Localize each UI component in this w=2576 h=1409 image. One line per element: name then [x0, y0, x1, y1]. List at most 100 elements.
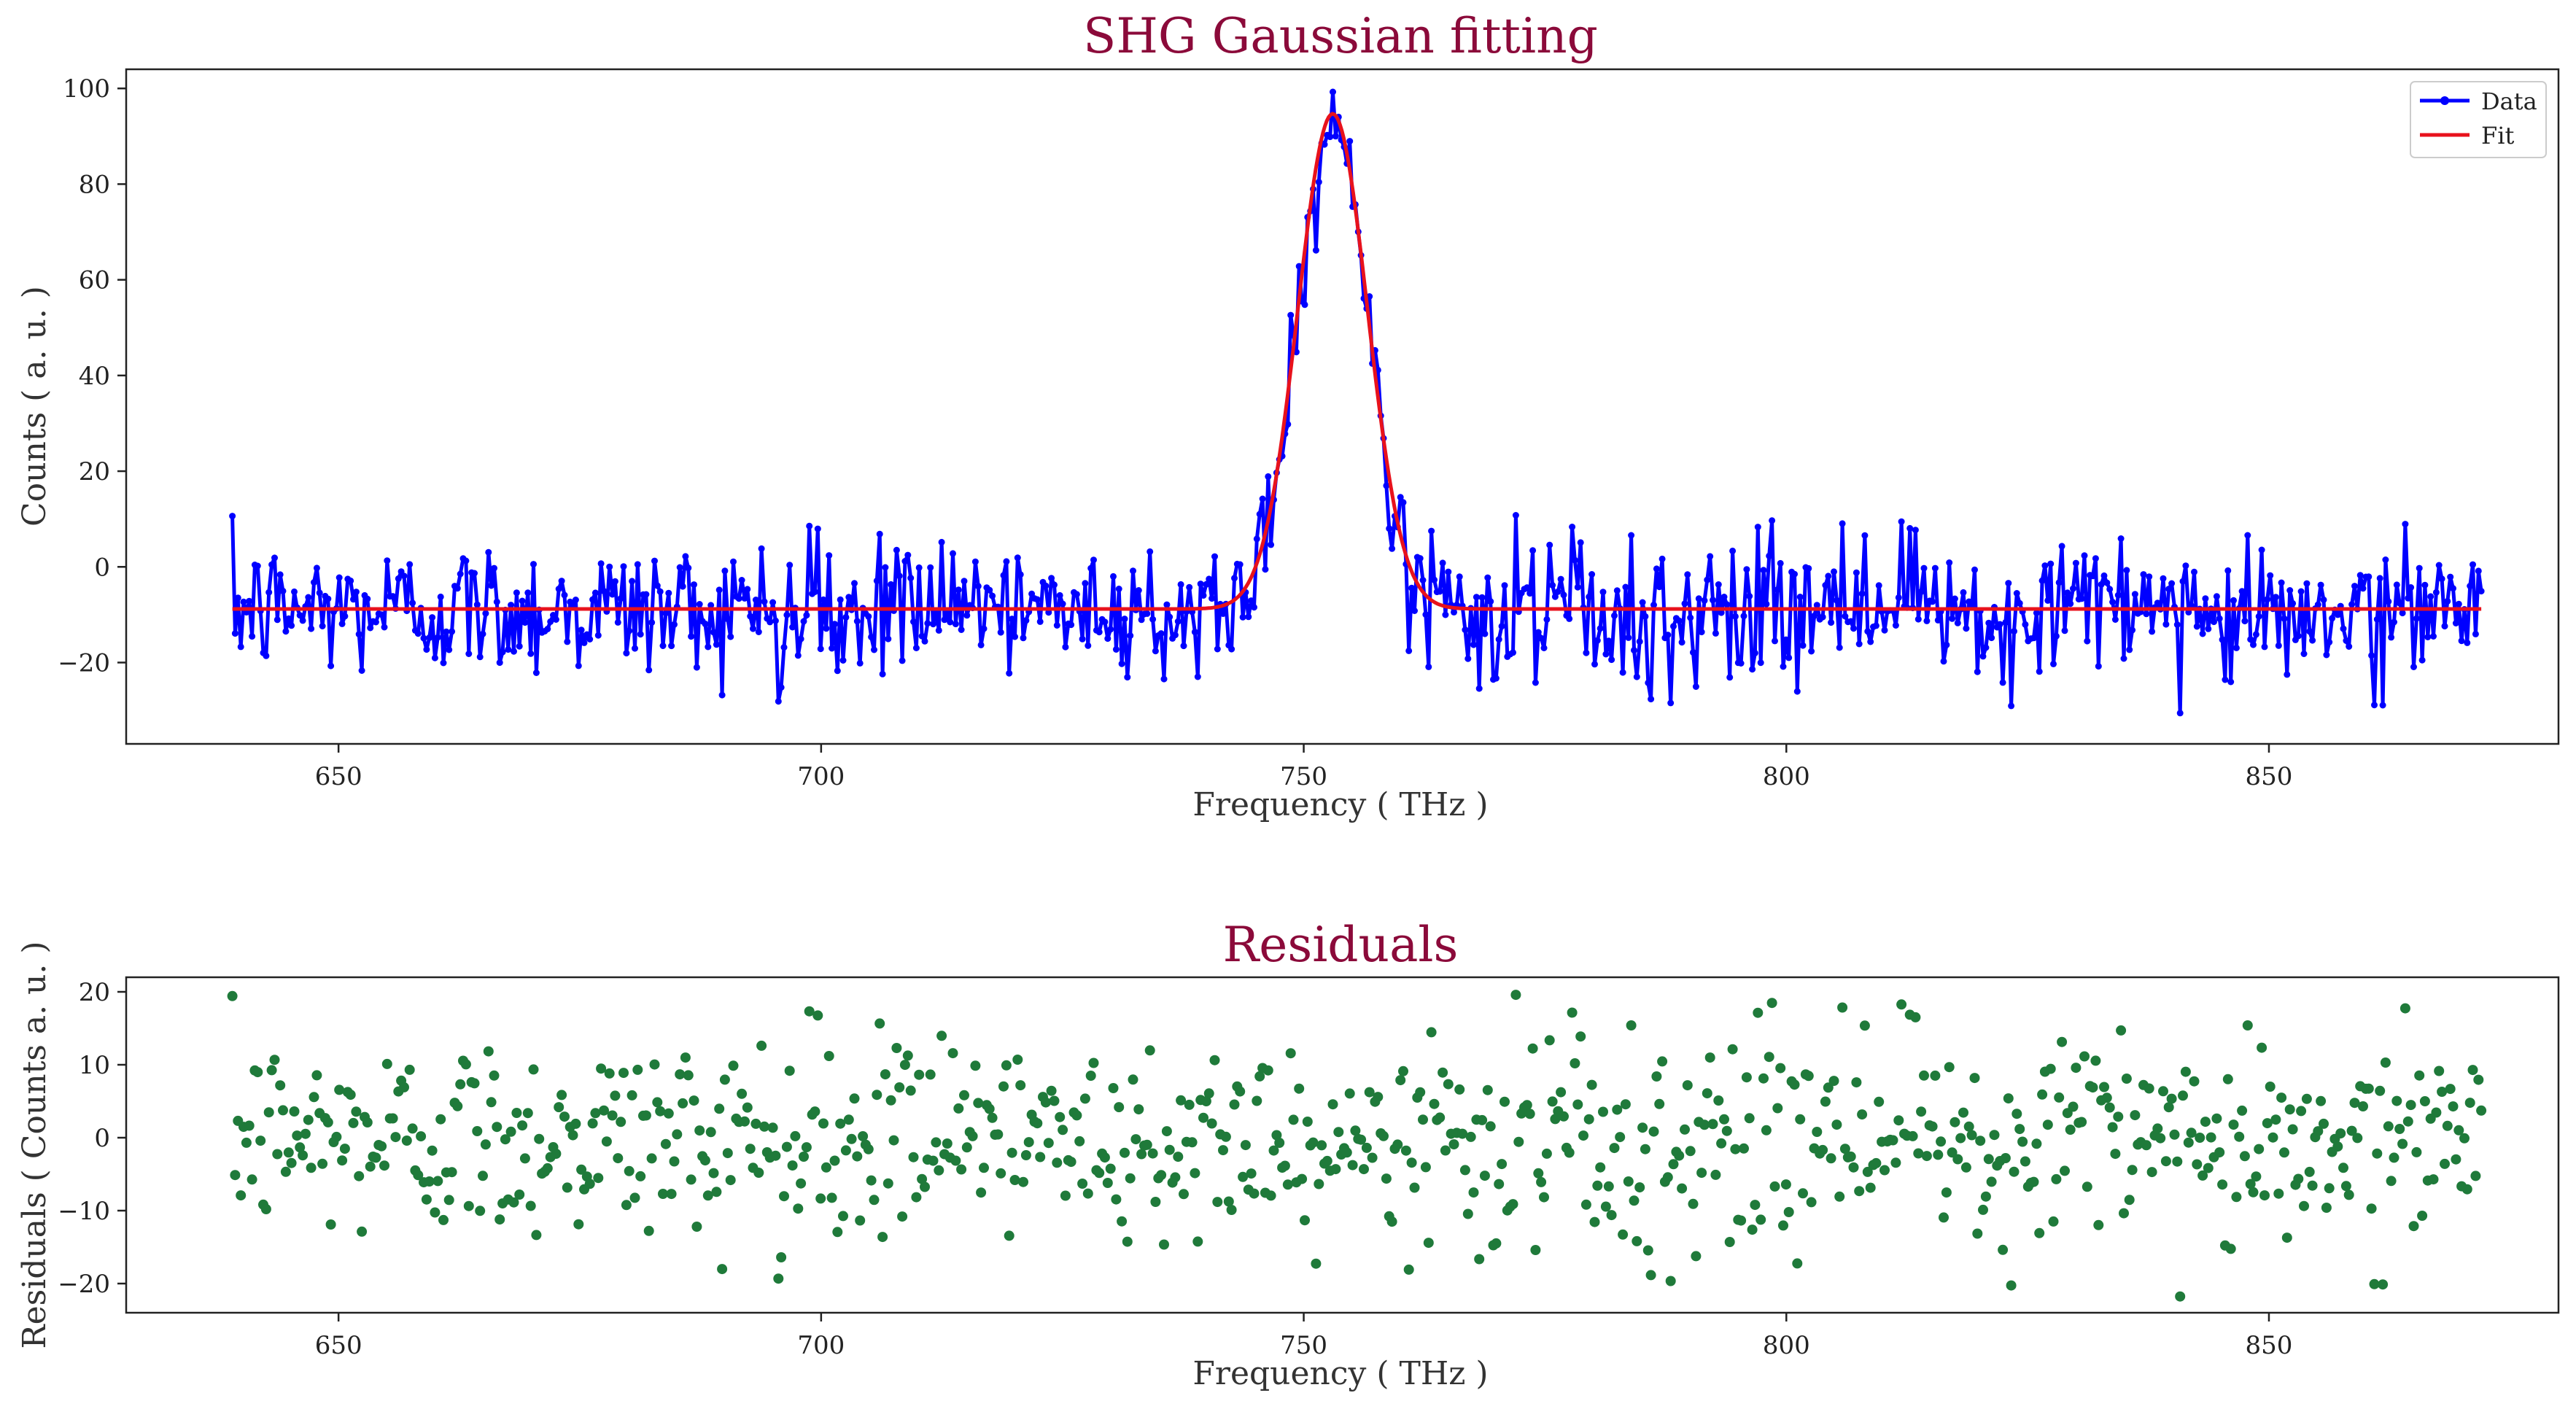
residual-point [2343, 1189, 2354, 1200]
data-point [907, 575, 915, 582]
residual-point [2189, 1076, 2200, 1087]
data-point [1645, 679, 1652, 686]
data-point [800, 618, 807, 625]
residual-point [866, 1175, 877, 1186]
residual-point [1753, 1007, 1764, 1018]
residual-point [618, 1068, 629, 1079]
data-point [1177, 581, 1184, 588]
residual-point [740, 1116, 750, 1127]
data-point [1726, 674, 1734, 681]
residual-point [607, 1110, 618, 1121]
residual-point [1564, 1147, 1575, 1158]
residual-point [708, 1168, 719, 1179]
data-point [1171, 632, 1179, 639]
data-point [626, 627, 633, 634]
residual-point [1161, 1126, 1172, 1137]
residual-point [505, 1126, 516, 1137]
residual-point [306, 1162, 317, 1173]
residual-point [298, 1150, 309, 1161]
residual-point [635, 1171, 646, 1181]
residual-point [528, 1064, 539, 1075]
residual-point [413, 1170, 424, 1181]
data-point [1512, 512, 1519, 519]
data-point [2286, 587, 2294, 594]
data-point [358, 667, 365, 674]
residual-point [1271, 1130, 1282, 1141]
residual-point [2239, 1151, 2250, 1162]
residual-point [2057, 1036, 2068, 1047]
data-point [521, 619, 529, 626]
data-point [2416, 564, 2423, 572]
residual-point [1721, 1125, 1732, 1136]
data-point [1107, 626, 1114, 633]
data-point [1963, 625, 1970, 632]
bottom-x-tick-label: 850 [2246, 1331, 2293, 1360]
data-point [1996, 621, 2003, 628]
data-point [1284, 421, 1292, 428]
data-point [1346, 138, 1354, 145]
data-point [971, 558, 979, 565]
residual-point [1252, 1095, 1262, 1106]
residual-point [1559, 1111, 1569, 1122]
data-point [2317, 581, 2324, 589]
data-point [575, 662, 582, 669]
data-point [750, 625, 756, 632]
residual-point [2186, 1127, 2197, 1138]
residual-point [1921, 1151, 1932, 1162]
data-point [2255, 613, 2262, 620]
residual-point [1367, 1152, 1378, 1163]
data-point [1613, 587, 1621, 594]
residual-point [387, 1113, 398, 1124]
data-point [1036, 618, 1044, 625]
residual-point [2175, 1291, 2186, 1302]
data-point [1892, 622, 1899, 629]
data-point [246, 597, 253, 605]
data-point [927, 564, 934, 571]
top-x-axis-label: Frequency ( THz ) [1192, 786, 1488, 823]
residual-point [1392, 1139, 1403, 1150]
data-point [735, 595, 742, 602]
data-point [1974, 668, 1981, 675]
data-point [1622, 583, 1629, 591]
top-y-tick-label: 0 [94, 553, 110, 582]
data-point [938, 538, 945, 546]
residual-point [1418, 1114, 1428, 1125]
residual-point [2378, 1279, 2389, 1290]
data-point [915, 564, 923, 571]
data-point [1825, 572, 1832, 580]
residual-point [1020, 1150, 1031, 1160]
data-point [1769, 517, 1776, 524]
residual-point [1896, 999, 1907, 1010]
data-point [2405, 594, 2412, 602]
residual-point [522, 1108, 533, 1119]
residual-point [1249, 1188, 1260, 1199]
data-point [893, 546, 900, 554]
residual-point [858, 1131, 869, 1141]
data-point [1684, 571, 1691, 578]
data-point [465, 651, 473, 657]
residual-point [759, 1121, 769, 1132]
residual-point [1739, 1143, 1749, 1154]
residual-point [438, 1214, 449, 1225]
top-plot-frame [125, 68, 2560, 745]
residual-point [2152, 1123, 2163, 1134]
residual-point [1756, 1214, 1766, 1225]
data-point [1481, 630, 1489, 637]
data-point [935, 626, 942, 634]
residual-point [1600, 1201, 1611, 1212]
residual-point [1719, 1114, 1729, 1125]
residual-point [655, 1106, 666, 1117]
top-y-tick-label: 60 [79, 266, 110, 295]
data-point [1462, 626, 1469, 634]
data-point [552, 616, 559, 623]
data-point [980, 625, 988, 632]
data-point [1095, 629, 1103, 636]
residual-point [1378, 1130, 1389, 1141]
data-point [446, 646, 453, 653]
data-point [2275, 642, 2282, 649]
data-point [2219, 636, 2226, 643]
data-point [1566, 615, 1573, 622]
data-point [1020, 634, 1027, 642]
data-point [347, 577, 354, 584]
residual-point [227, 990, 238, 1001]
